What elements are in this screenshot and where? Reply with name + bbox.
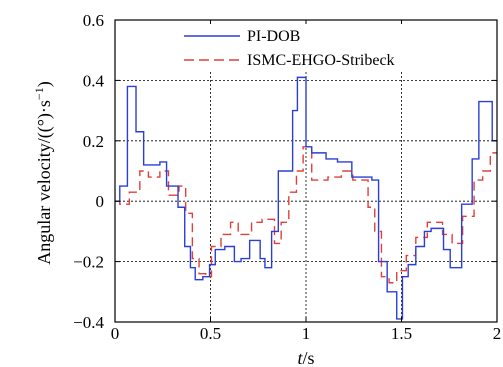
y-tick-label: 0.4 [83, 71, 105, 90]
legend-label-pi-dob: PI-DOB [247, 28, 300, 45]
x-tick-label: 0 [111, 324, 120, 343]
x-tick-label: 0.5 [200, 324, 221, 343]
series-layer [115, 76, 497, 320]
x-tick-label: 2 [493, 324, 502, 343]
y-axis-label-end: ) [34, 81, 55, 87]
y-axis-label-main: Angular velocity/((°)·s [34, 100, 55, 265]
y-tick-label: 0.6 [83, 11, 104, 30]
legend-box [178, 24, 448, 72]
x-tick-label: 1.5 [391, 324, 412, 343]
y-axis-label: Angular velocity/((°)·s−1) [32, 81, 55, 264]
y-axis-label-sup: −1 [32, 87, 46, 100]
series-line-pi-dob [115, 76, 497, 320]
y-tick-label: −0.2 [73, 253, 104, 272]
x-tick-label: 1 [302, 324, 311, 343]
x-axis-label: t/s [297, 348, 314, 367]
y-tick-label: 0.2 [83, 132, 104, 151]
x-axis-label-var: t [297, 348, 303, 367]
y-tick-label: −0.4 [73, 313, 104, 332]
x-axis-label-unit: /s [303, 348, 315, 367]
ticks: 0 0.5 1 1.5 2 −0.4 −0.2 0 0.2 0.4 0.6 [73, 11, 501, 343]
legend-label-ismc-ehgo-stribeck: ISMC-EHGO-Stribeck [247, 52, 395, 69]
legend: PI-DOB ISMC-EHGO-Stribeck [178, 24, 448, 72]
series-line-ismc-ehgo-stribeck [115, 146, 497, 284]
y-tick-label: 0 [96, 192, 105, 211]
